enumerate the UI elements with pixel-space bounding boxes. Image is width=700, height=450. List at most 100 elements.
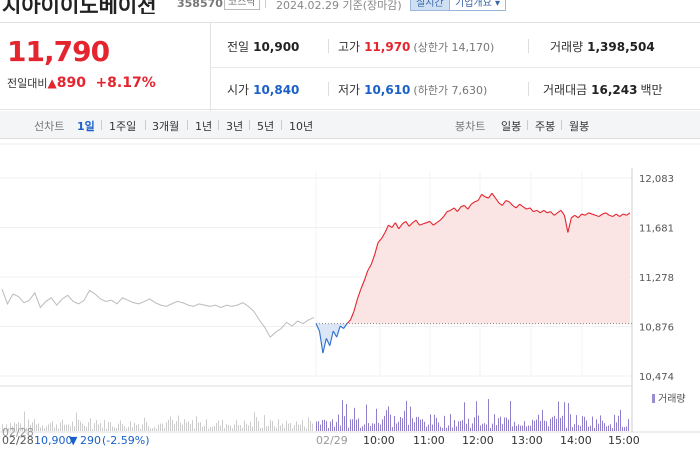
price-chart[interactable]: 12,083 11,681 11,278 10,876 10,474 거래량 02/28… bbox=[0, 140, 700, 450]
volume-bar bbox=[14, 422, 15, 431]
volume-bar bbox=[216, 423, 217, 431]
volume-bar bbox=[254, 412, 255, 431]
tab-divider bbox=[218, 120, 219, 130]
volume-bar bbox=[364, 424, 365, 431]
volume-bar bbox=[312, 423, 313, 431]
volume-bar bbox=[144, 417, 145, 431]
volume-bar bbox=[536, 419, 537, 431]
volume-bar bbox=[602, 420, 603, 431]
volume-bar bbox=[100, 423, 101, 431]
volume-bar bbox=[44, 428, 45, 431]
volume-bar bbox=[96, 420, 97, 431]
change-value: 890 bbox=[56, 75, 86, 91]
volume-bar bbox=[238, 424, 239, 431]
volume-bar bbox=[140, 428, 141, 431]
volume-bar bbox=[466, 423, 467, 431]
volume-bar bbox=[436, 417, 437, 431]
volume-bar bbox=[504, 417, 505, 431]
volume-bar bbox=[606, 426, 607, 431]
y-axis-labels: 12,083 11,681 11,278 10,876 10,474 bbox=[639, 174, 674, 383]
tab-3y[interactable]: 3년 bbox=[226, 120, 244, 133]
tab-weekly-candle[interactable]: 주봉 bbox=[535, 120, 556, 133]
volume-bar bbox=[458, 421, 459, 431]
volume-bar bbox=[146, 421, 147, 431]
today-series-segment bbox=[602, 212, 607, 215]
volume-bar bbox=[598, 423, 599, 431]
volume-bar bbox=[142, 424, 143, 431]
today-series-segment bbox=[388, 224, 393, 229]
volume-bar bbox=[566, 427, 567, 431]
today-series-segment bbox=[584, 212, 589, 216]
volume-bar bbox=[554, 415, 555, 431]
volume-bar bbox=[316, 421, 317, 431]
volume-bar bbox=[562, 415, 563, 431]
open-price: 시가 10,840 bbox=[227, 81, 299, 98]
volume-bar bbox=[38, 423, 39, 431]
volume-bar bbox=[556, 418, 557, 431]
volume-bar bbox=[394, 415, 395, 431]
volume-bar bbox=[508, 419, 509, 431]
volume-bar bbox=[276, 427, 277, 431]
volume-bar bbox=[510, 400, 511, 431]
volume-bar bbox=[150, 428, 151, 431]
prev-day-series-line bbox=[1, 288, 315, 338]
volume-bar bbox=[376, 408, 377, 431]
volume-bar bbox=[260, 428, 261, 431]
tab-10y[interactable]: 10년 bbox=[289, 120, 314, 133]
tab-monthly-candle[interactable]: 월봉 bbox=[569, 120, 590, 133]
tab-divider bbox=[187, 120, 188, 130]
volume-bar bbox=[266, 426, 267, 431]
volume-bar bbox=[62, 419, 63, 431]
realtime-button[interactable]: 실시간 bbox=[410, 0, 450, 11]
low-price: 저가 10,610 (하한가 7,630) bbox=[338, 81, 487, 98]
volume-bar bbox=[272, 421, 273, 431]
tab-5y[interactable]: 5년 bbox=[257, 120, 275, 133]
volume-bar bbox=[628, 419, 629, 431]
volume-bar bbox=[528, 425, 529, 431]
volume-bar bbox=[304, 426, 305, 431]
volume-bar bbox=[546, 421, 547, 431]
today-series-segment bbox=[381, 232, 386, 239]
today-series-segment bbox=[419, 223, 424, 226]
high-value: 11,970 bbox=[364, 40, 411, 54]
company-overview-button[interactable]: 기업개요 ▾ bbox=[449, 0, 506, 11]
volume-bar bbox=[110, 422, 111, 431]
volume-bar bbox=[428, 424, 429, 431]
tab-1w[interactable]: 1주일 bbox=[109, 120, 137, 133]
volume-bar bbox=[400, 416, 401, 431]
volume-bar bbox=[48, 424, 49, 431]
tab-3m[interactable]: 3개월 bbox=[152, 120, 180, 133]
volume-bar bbox=[262, 427, 263, 431]
volume-bar bbox=[176, 421, 177, 431]
volume-bar bbox=[118, 423, 119, 431]
trade-value-label: 거래대금 bbox=[543, 83, 588, 97]
volume-bar bbox=[352, 419, 353, 431]
volume-bar bbox=[32, 422, 33, 431]
tab-1d[interactable]: 1일 bbox=[77, 120, 95, 133]
tab-1y[interactable]: 1년 bbox=[195, 120, 213, 133]
today-series-segment bbox=[367, 264, 372, 271]
footer-rate: (-2.59%) bbox=[102, 434, 150, 447]
volume-bar bbox=[366, 404, 367, 431]
volume-bar bbox=[72, 421, 73, 431]
today-series-segment bbox=[491, 192, 496, 199]
volume-bar bbox=[78, 419, 79, 431]
today-series-segment bbox=[557, 209, 562, 214]
volume-bar bbox=[290, 422, 291, 431]
volume-bar bbox=[618, 415, 619, 431]
volume-bar bbox=[222, 420, 223, 431]
volume-bar bbox=[236, 419, 237, 431]
volume-bar bbox=[120, 420, 121, 431]
volume-bar bbox=[42, 425, 43, 431]
volume-bar bbox=[604, 423, 605, 431]
volume-bar bbox=[252, 426, 253, 431]
volume-bar bbox=[196, 416, 197, 431]
today-series-segment bbox=[536, 209, 541, 214]
volume-bar bbox=[462, 420, 463, 431]
volume-bar bbox=[492, 423, 493, 431]
tab-daily-candle[interactable]: 일봉 bbox=[501, 120, 522, 133]
volume-bar bbox=[90, 418, 91, 431]
today-series-segment bbox=[609, 214, 613, 218]
today-series-segment bbox=[429, 221, 434, 226]
volume-bar bbox=[188, 421, 189, 431]
